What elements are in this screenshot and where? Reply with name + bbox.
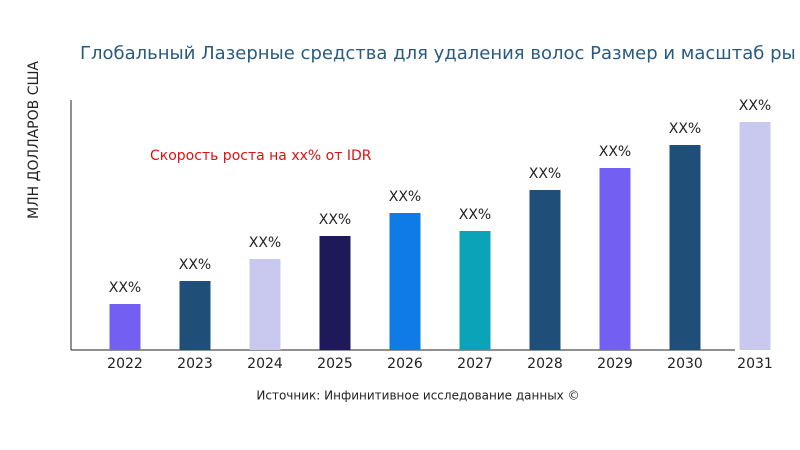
x-tick-label: 2028 [527,356,563,372]
value-label: XX% [179,257,211,273]
bar [179,281,211,350]
value-label: XX% [669,121,701,137]
bar [249,259,281,350]
x-tick-label: 2022 [107,356,143,372]
bar [459,231,491,350]
x-tick-label: 2030 [667,356,703,372]
x-tick-label: 2023 [177,356,213,372]
bar [389,213,421,350]
source: Источник: Инфинитивное исследование данн… [256,389,579,403]
annotation: Скорость роста на xx% от IDR [150,148,372,164]
x-tick-label: 2024 [247,356,283,372]
x-tick-label: 2026 [387,356,423,372]
x-tick-label: 2031 [737,356,773,372]
bar [739,122,771,350]
value-label: XX% [249,235,281,251]
x-tick-label: 2027 [457,356,493,372]
value-label: XX% [109,280,141,296]
bar [529,190,561,350]
x-tick-label: 2029 [597,356,633,372]
x-tick-label: 2025 [317,356,353,372]
bar [319,236,351,350]
bar [669,145,701,350]
y-axis-label: МЛН ДОЛЛАРОВ США [26,61,42,219]
value-label: XX% [599,144,631,160]
value-label: XX% [739,98,771,114]
value-label: XX% [389,189,421,205]
value-label: XX% [529,166,561,182]
value-label: XX% [459,207,491,223]
bar [599,168,631,350]
chart-title: Глобальный Лазерные средства для удалени… [80,43,796,64]
value-label: XX% [319,212,351,228]
bar [109,304,141,350]
